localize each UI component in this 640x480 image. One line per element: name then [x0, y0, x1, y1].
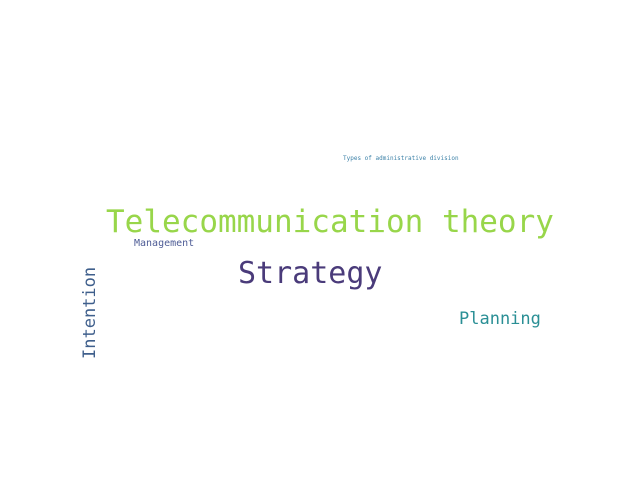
- word-management: Management: [134, 238, 195, 249]
- word-planning: Planning: [459, 309, 541, 329]
- word-intention: Intention: [80, 266, 100, 359]
- word-telecommunication-theory: Telecommunication theory: [106, 204, 554, 240]
- word-types-of-administrative-division: Types of administrative division: [343, 155, 459, 162]
- word-strategy: Strategy: [238, 256, 383, 291]
